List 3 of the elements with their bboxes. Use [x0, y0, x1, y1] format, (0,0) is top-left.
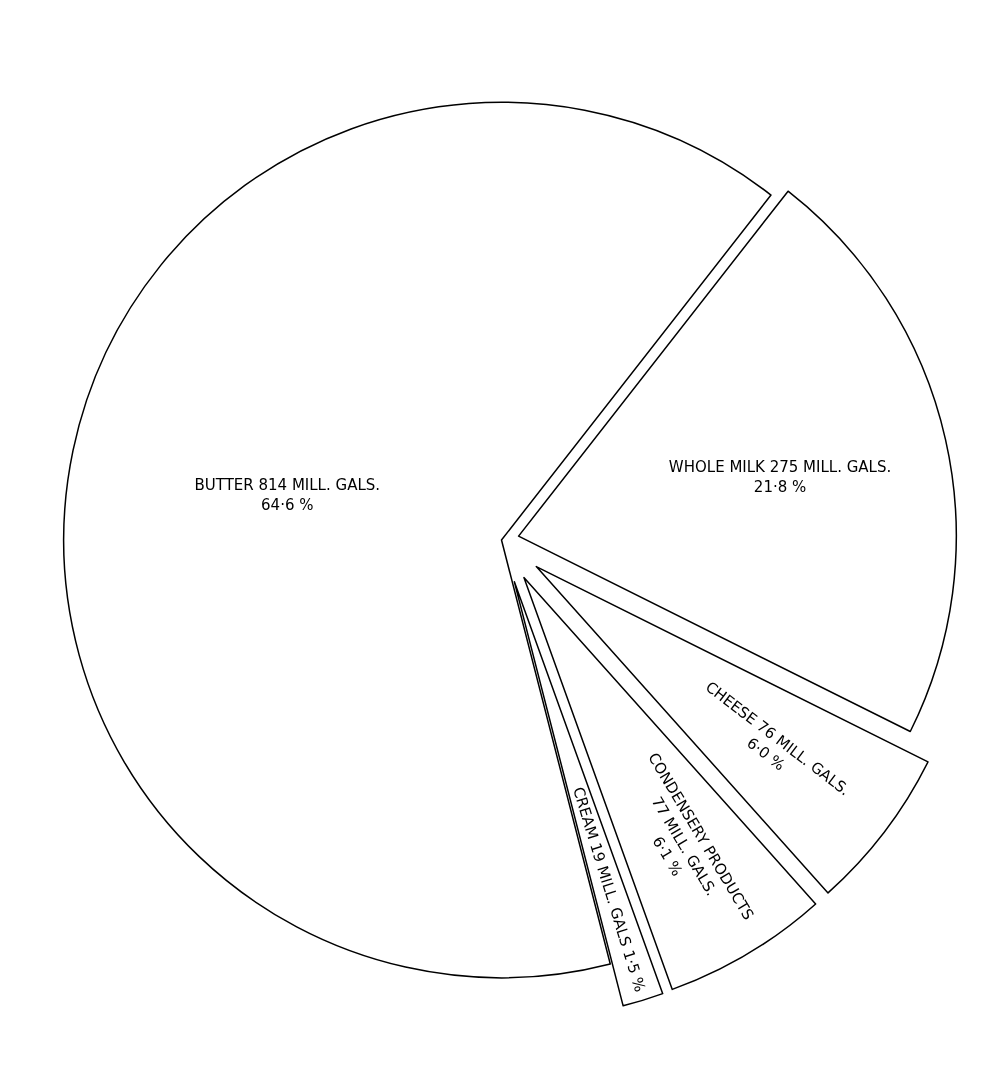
slice-label: CREAM 19 MILL. GALS 1·5 %: [569, 784, 649, 995]
slice-label: BUTTER 814 MILL. GALS. 64·6 %: [194, 476, 381, 514]
slice-label: WHOLE MILK 275 MILL. GALS. 21·8 %: [668, 458, 892, 496]
